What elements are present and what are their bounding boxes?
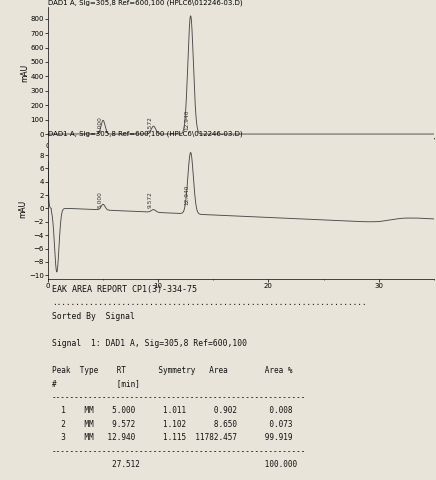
- Text: Sorted By  Signal: Sorted By Signal: [52, 312, 135, 321]
- Y-axis label: mAU: mAU: [20, 64, 29, 82]
- Text: DAD1 A, Sig=305,8 Ref=600,100 (HPLC6\012246-03.D): DAD1 A, Sig=305,8 Ref=600,100 (HPLC6\012…: [48, 0, 242, 6]
- Text: 2    MM    9.572      1.102      8.650       0.073: 2 MM 9.572 1.102 8.650 0.073: [52, 420, 292, 429]
- Text: 12.940: 12.940: [185, 109, 190, 130]
- Text: EAK AREA REPORT CP1(3)-334-75: EAK AREA REPORT CP1(3)-334-75: [52, 285, 197, 294]
- Text: 27.512                           100.000: 27.512 100.000: [52, 460, 297, 469]
- Text: Signal  1: DAD1 A, Sig=305,8 Ref=600,100: Signal 1: DAD1 A, Sig=305,8 Ref=600,100: [52, 339, 247, 348]
- Y-axis label: mAU: mAU: [18, 199, 27, 217]
- Text: 9.572: 9.572: [148, 191, 153, 208]
- Text: 1    MM    5.000      1.011      0.902       0.008: 1 MM 5.000 1.011 0.902 0.008: [52, 407, 292, 415]
- Text: DAD1 A, Sig=305,8 Ref=600,100 (HPLC6\012246-03.D): DAD1 A, Sig=305,8 Ref=600,100 (HPLC6\012…: [48, 131, 242, 137]
- Text: ....................................................................: ........................................…: [52, 298, 366, 307]
- Text: -------------------------------------------------------: ----------------------------------------…: [52, 393, 306, 402]
- Text: 12.940: 12.940: [185, 185, 190, 205]
- Text: 5.000: 5.000: [97, 116, 102, 132]
- Text: 9.572: 9.572: [148, 116, 153, 132]
- Text: 3    MM   12.940      1.115  11782.457      99.919: 3 MM 12.940 1.115 11782.457 99.919: [52, 433, 292, 443]
- Text: #             [min]: # [min]: [52, 379, 140, 388]
- Text: 5.000: 5.000: [97, 191, 102, 208]
- Text: -------------------------------------------------------: ----------------------------------------…: [52, 447, 306, 456]
- Text: Peak  Type    RT       Symmetry   Area        Area %: Peak Type RT Symmetry Area Area %: [52, 366, 292, 375]
